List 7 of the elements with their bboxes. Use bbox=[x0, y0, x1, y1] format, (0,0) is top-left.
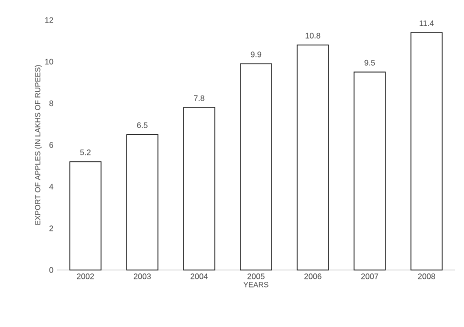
bar bbox=[126, 134, 158, 270]
bar bbox=[69, 161, 102, 270]
bar bbox=[296, 44, 329, 270]
bar bbox=[354, 72, 386, 270]
bar bbox=[410, 32, 443, 270]
bar bbox=[240, 63, 272, 270]
bar bbox=[183, 107, 216, 270]
